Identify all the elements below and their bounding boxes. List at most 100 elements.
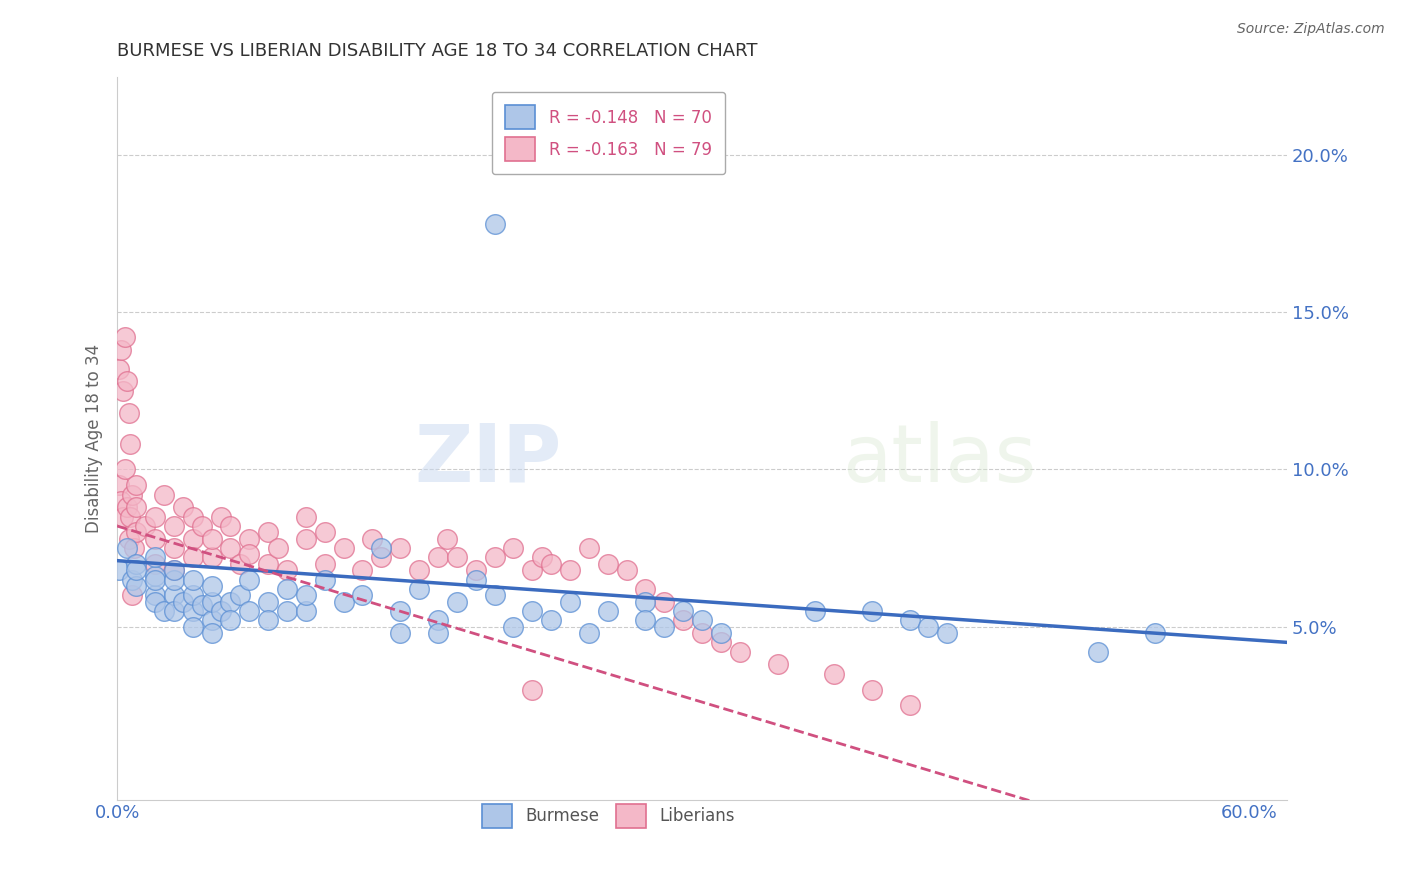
Point xyxy=(484,588,506,602)
Point xyxy=(134,519,156,533)
Point xyxy=(125,478,148,492)
Point xyxy=(314,557,336,571)
Point xyxy=(266,541,288,555)
Point xyxy=(502,620,524,634)
Point xyxy=(389,626,412,640)
Point xyxy=(596,604,619,618)
Point xyxy=(229,588,252,602)
Point xyxy=(108,362,131,376)
Point xyxy=(502,541,524,555)
Point xyxy=(823,666,845,681)
Point xyxy=(728,645,751,659)
Point xyxy=(804,604,827,618)
Point xyxy=(238,604,260,618)
Point xyxy=(464,563,486,577)
Point xyxy=(634,613,657,627)
Point xyxy=(181,550,204,565)
Point xyxy=(276,582,298,596)
Point xyxy=(446,550,468,565)
Point xyxy=(522,604,544,618)
Point xyxy=(143,594,166,608)
Point xyxy=(143,588,166,602)
Point xyxy=(352,588,374,602)
Point xyxy=(143,509,166,524)
Point xyxy=(314,525,336,540)
Point xyxy=(114,330,136,344)
Point xyxy=(108,563,131,577)
Point xyxy=(200,626,222,640)
Point xyxy=(120,509,142,524)
Point xyxy=(634,594,657,608)
Point xyxy=(209,604,232,618)
Point xyxy=(121,488,143,502)
Point xyxy=(484,550,506,565)
Point xyxy=(229,557,252,571)
Point xyxy=(426,626,449,640)
Point xyxy=(352,563,374,577)
Point xyxy=(408,582,430,596)
Point xyxy=(370,541,392,555)
Point xyxy=(200,532,222,546)
Point xyxy=(172,500,194,515)
Point xyxy=(200,594,222,608)
Point xyxy=(163,588,186,602)
Point xyxy=(143,550,166,565)
Point xyxy=(578,541,600,555)
Point xyxy=(219,519,242,533)
Point xyxy=(163,541,186,555)
Point xyxy=(111,384,134,398)
Point xyxy=(332,594,354,608)
Point xyxy=(153,488,176,502)
Point xyxy=(710,626,733,640)
Point xyxy=(172,594,194,608)
Point xyxy=(143,569,166,583)
Point xyxy=(108,478,131,492)
Point xyxy=(181,573,204,587)
Point xyxy=(898,613,921,627)
Point xyxy=(125,579,148,593)
Point xyxy=(295,509,318,524)
Text: ZIP: ZIP xyxy=(415,421,562,499)
Point xyxy=(389,604,412,618)
Y-axis label: Disability Age 18 to 34: Disability Age 18 to 34 xyxy=(86,343,103,533)
Point xyxy=(522,682,544,697)
Point xyxy=(672,613,695,627)
Point xyxy=(257,594,280,608)
Point xyxy=(540,613,562,627)
Point xyxy=(238,573,260,587)
Point xyxy=(143,532,166,546)
Point xyxy=(115,375,138,389)
Point xyxy=(616,563,638,577)
Point xyxy=(200,550,222,565)
Point xyxy=(389,541,412,555)
Point xyxy=(125,500,148,515)
Point xyxy=(464,573,486,587)
Point xyxy=(558,594,581,608)
Point xyxy=(115,541,138,555)
Point xyxy=(125,525,148,540)
Point xyxy=(257,525,280,540)
Point xyxy=(181,509,204,524)
Point xyxy=(191,598,214,612)
Point xyxy=(117,406,139,420)
Point xyxy=(209,509,232,524)
Point xyxy=(200,613,222,627)
Point xyxy=(860,682,883,697)
Point xyxy=(181,532,204,546)
Point xyxy=(163,573,186,587)
Point xyxy=(540,557,562,571)
Text: atlas: atlas xyxy=(842,421,1036,499)
Point xyxy=(276,604,298,618)
Point xyxy=(332,541,354,555)
Point xyxy=(163,519,186,533)
Point xyxy=(238,532,260,546)
Point xyxy=(257,557,280,571)
Point xyxy=(654,620,676,634)
Point xyxy=(917,620,939,634)
Point xyxy=(295,588,318,602)
Point xyxy=(125,563,148,577)
Point xyxy=(181,620,204,634)
Point xyxy=(219,594,242,608)
Point xyxy=(122,541,145,555)
Point xyxy=(596,557,619,571)
